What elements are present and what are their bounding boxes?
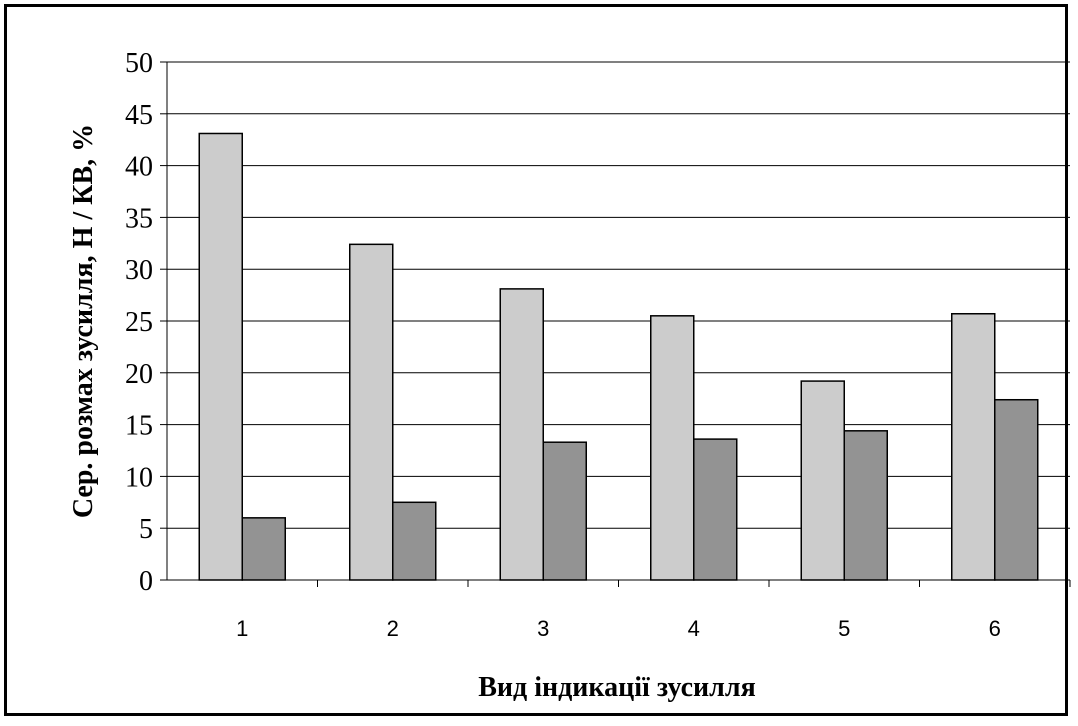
x-axis-title: Вид індикації зусилля [478,672,756,703]
y-tick-label: 5 [139,514,153,545]
bar-series2-cat-5 [843,430,888,581]
y-tick-label: 10 [125,462,153,493]
bar-series1-cat-6 [951,312,996,581]
y-tick-label: 40 [125,152,153,183]
bar-series1-cat-4 [650,315,695,581]
y-tick-label: 30 [125,255,153,286]
bar-series2-cat-3 [542,441,587,581]
gridlines [167,61,1070,529]
y-tick-label: 45 [125,100,153,131]
bars [198,132,1039,581]
x-tick-label: 3 [537,616,549,641]
axes [160,61,1071,587]
bar-series2-cat-4 [693,438,738,581]
y-tick-label: 15 [125,411,153,442]
x-tick-label: 2 [387,616,399,641]
x-tick-label: 6 [989,616,1001,641]
bar-series1-cat-3 [499,288,544,581]
y-tick-labels: 0 5 10 15 20 25 30 35 40 45 50 [125,48,153,597]
y-tick-label: 35 [125,203,153,234]
y-tick-label: 25 [125,307,153,338]
y-tick-label: 20 [125,359,153,390]
bar-series1-cat-5 [800,380,845,581]
x-tick-labels: 1 2 3 4 5 6 [236,616,1001,641]
x-tick-label: 5 [838,616,850,641]
y-axis-title: Сер. розмах зусилля, Н / КВ, % [68,124,99,518]
x-tick-label: 1 [236,616,248,641]
y-tick-label: 0 [139,566,153,597]
bar-series1-cat-1 [198,132,243,581]
bar-series2-cat-1 [241,517,286,581]
y-tick-label: 50 [125,48,153,79]
bar-series1-cat-2 [349,243,394,581]
x-tick-label: 4 [688,616,700,641]
bar-series2-cat-2 [392,501,437,581]
bar-series2-cat-6 [994,398,1039,581]
